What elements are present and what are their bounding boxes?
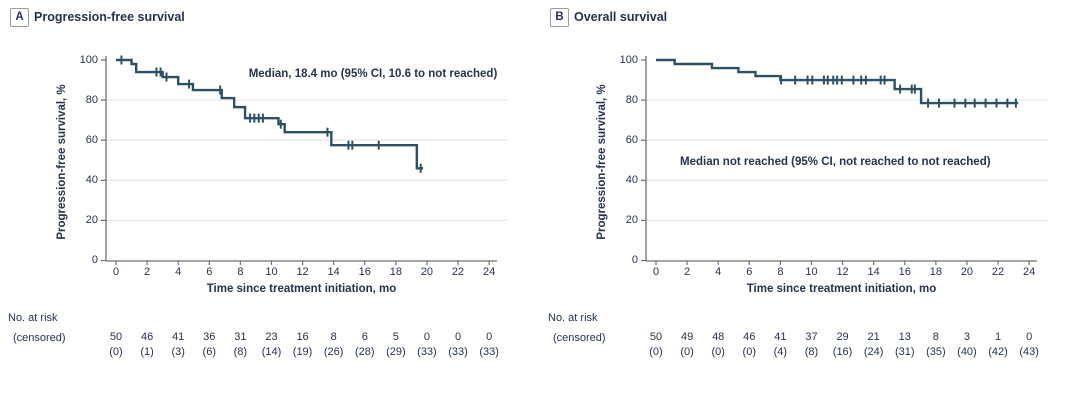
risk-table-censored-label: (censored) <box>553 332 606 344</box>
risk-table-censored-label: (censored) <box>13 332 66 344</box>
panel-title: Overall survival <box>574 10 668 24</box>
risk-table-label: No. at risk <box>548 312 598 324</box>
median-annotation: Median not reached (95% CI, not reached … <box>680 156 991 168</box>
x-axis-label: Time since treatment initiation, mo <box>746 283 937 295</box>
y-axis-label: Progression-free survival, % <box>56 84 68 240</box>
panel-b-overall-survival: B Overall survival Progression-free surv… <box>540 0 1080 400</box>
panel-letter: A <box>15 11 24 23</box>
panel-letter-badge: A <box>10 8 29 27</box>
panel-letter-badge: B <box>550 8 569 27</box>
x-axis-label: Time since treatment initiation, mo <box>206 283 397 295</box>
km-plot-a <box>101 55 508 265</box>
median-annotation: Median, 18.4 mo (95% CI, 10.6 to not rea… <box>248 68 498 80</box>
panel-a-progression-free-survival: A Progression-free survival Progression-… <box>8 8 508 358</box>
panel-title: Progression-free survival <box>34 10 185 24</box>
y-axis-label: Progression-free survival, % <box>596 84 608 240</box>
panel-letter: B <box>555 11 564 23</box>
risk-table-label: No. at risk <box>8 312 58 324</box>
km-plot-b <box>641 56 1048 265</box>
